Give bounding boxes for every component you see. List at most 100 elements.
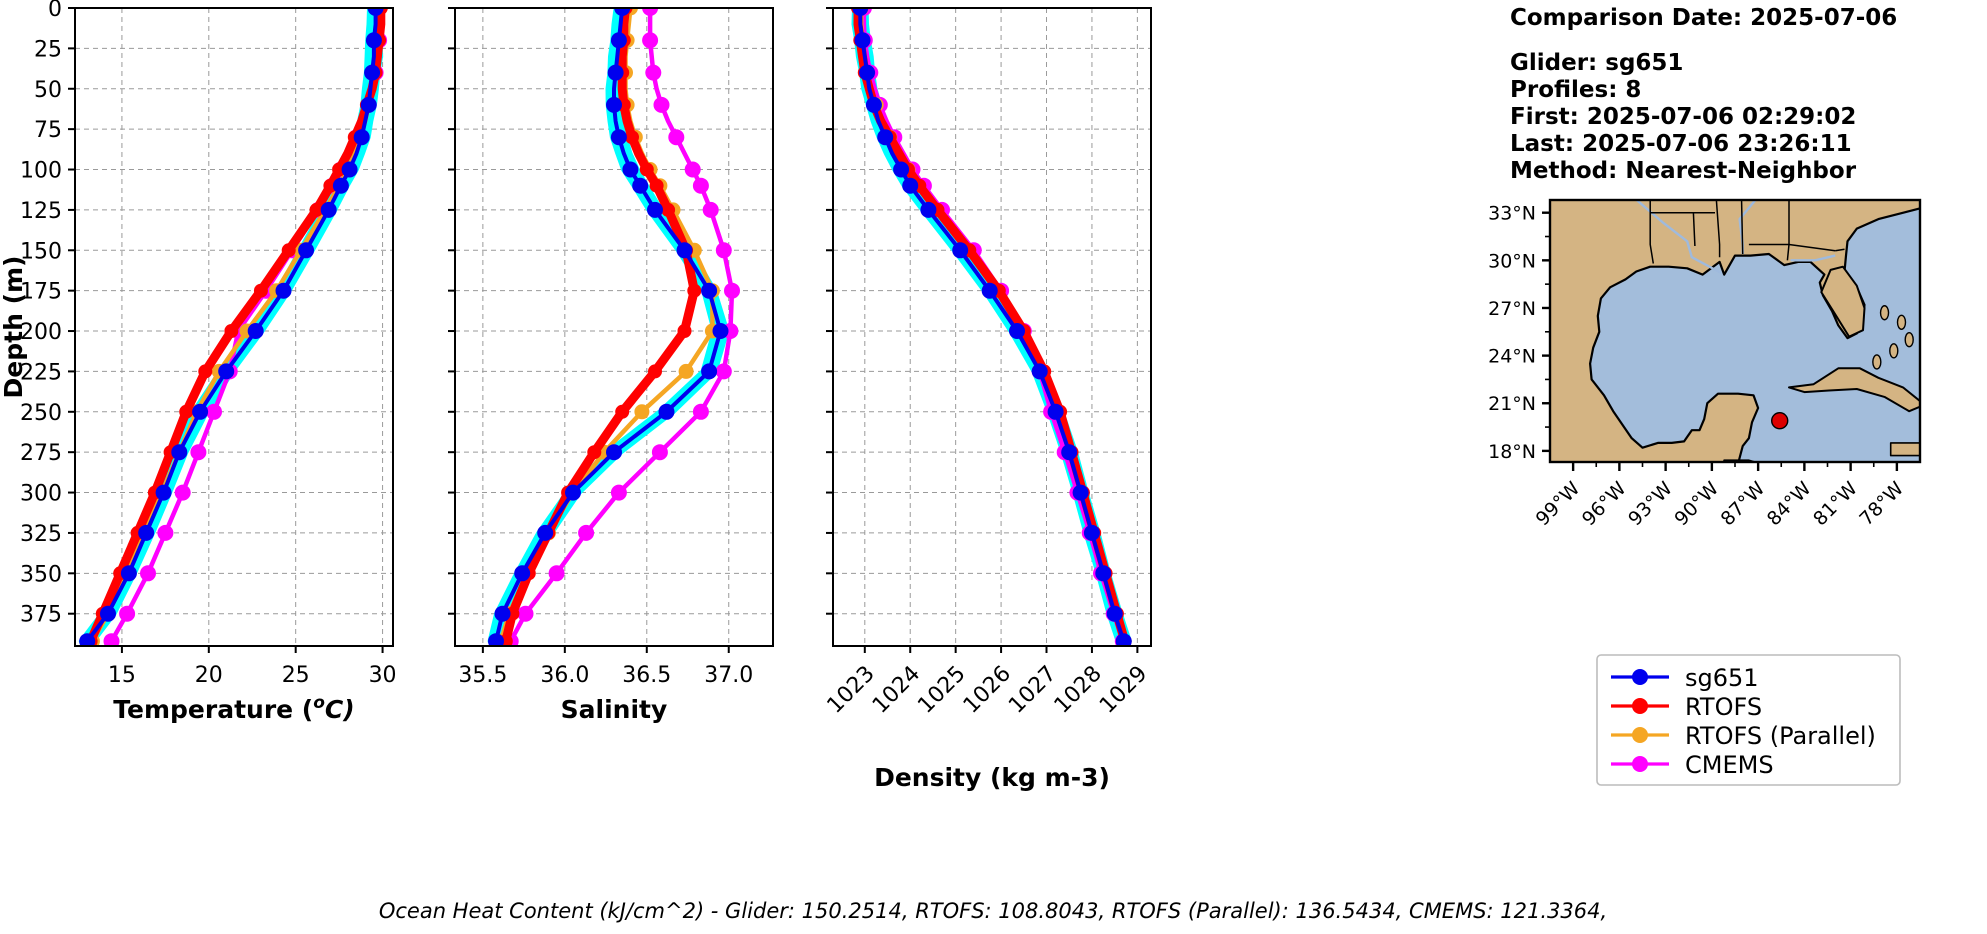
x-tick-label: 30 bbox=[369, 663, 397, 688]
x-axis-title: Salinity bbox=[561, 695, 668, 724]
map-island-bahamas-4 bbox=[1872, 354, 1882, 370]
data-point bbox=[353, 129, 370, 146]
glider-position-marker bbox=[1771, 412, 1789, 430]
map-island-bahamas-0 bbox=[1879, 305, 1890, 321]
x-tick-label: 36.0 bbox=[540, 663, 589, 688]
data-point bbox=[488, 633, 504, 646]
data-point bbox=[1083, 524, 1100, 541]
x-tick-label: 1029 bbox=[1095, 661, 1152, 718]
map-lon-label: 96°W bbox=[1578, 477, 1631, 530]
map-state-border-7 bbox=[1788, 243, 1836, 252]
data-point bbox=[610, 484, 627, 501]
x-tick-label: 1028 bbox=[1050, 661, 1107, 718]
legend-marker-swatch bbox=[1632, 727, 1648, 743]
info-line-first: First: 2025-07-06 02:29:02 bbox=[1510, 104, 1856, 130]
info-line-profiles: Profiles: 8 bbox=[1510, 77, 1641, 103]
data-point bbox=[622, 161, 639, 178]
glider-location-map: 33°N 30°N 27°N 24°N 21°N 18°N 99°W96°W93°W90°W… bbox=[1488, 198, 1922, 530]
series-markers-sg651 bbox=[852, 8, 1132, 646]
data-point bbox=[275, 282, 292, 299]
series-markers-sg651 bbox=[488, 8, 729, 646]
series-container bbox=[78, 8, 388, 646]
x-tick-label: 20 bbox=[195, 663, 223, 688]
map-island-bahamas-3 bbox=[1889, 343, 1899, 359]
profile-panel-temperature: 15 20 25 30 Temperature (oC) 0 25 50 75 100 125 150… bbox=[0, 0, 397, 724]
data-point bbox=[192, 403, 209, 420]
map-lon-label: 99°W bbox=[1532, 477, 1585, 530]
data-point bbox=[517, 605, 534, 622]
data-point bbox=[1009, 323, 1025, 339]
series-container bbox=[487, 8, 740, 646]
x-tick-label: 15 bbox=[108, 663, 136, 688]
y-tick-label: 125 bbox=[20, 199, 62, 224]
data-point bbox=[642, 8, 659, 16]
data-point bbox=[647, 201, 663, 218]
data-point bbox=[859, 64, 876, 81]
caption-text: Ocean Heat Content (kJ/cm^2) - Glider: 1… bbox=[379, 899, 1607, 923]
data-point bbox=[661, 202, 676, 217]
legend-item-rtofs-parallel[interactable]: RTOFS (Parallel) bbox=[1611, 722, 1876, 750]
data-point bbox=[364, 64, 381, 81]
x-tick-label: 35.5 bbox=[458, 663, 507, 688]
figure-caption: Ocean Heat Content (kJ/cm^2) - Glider: 1… bbox=[379, 899, 1607, 923]
map-island-bahamas-2 bbox=[1904, 332, 1914, 348]
legend-item-sg651[interactable]: sg651 bbox=[1611, 664, 1759, 692]
data-point bbox=[615, 404, 630, 419]
data-point bbox=[514, 565, 531, 582]
info-line-glider: Glider: sg651 bbox=[1510, 50, 1683, 76]
data-point bbox=[692, 403, 709, 420]
legend-item-cmems[interactable]: CMEMS bbox=[1611, 751, 1774, 779]
legend-item-rtofs[interactable]: RTOFS bbox=[1611, 693, 1762, 721]
data-point bbox=[119, 605, 136, 622]
data-point bbox=[702, 201, 719, 218]
legend-label: CMEMS bbox=[1685, 751, 1774, 779]
data-point bbox=[198, 364, 213, 379]
data-point bbox=[645, 64, 662, 81]
legend-marker-swatch bbox=[1632, 698, 1648, 714]
data-point bbox=[494, 605, 511, 622]
plot-frame bbox=[74, 7, 394, 647]
data-point bbox=[684, 161, 701, 178]
data-point bbox=[610, 129, 627, 146]
data-point bbox=[606, 96, 622, 113]
data-point bbox=[852, 8, 869, 16]
y-axis: 0 25 50 75 100 125 150 175 200 225 250 275 300 325 350… bbox=[20, 0, 75, 628]
data-point bbox=[247, 323, 264, 339]
x-tick-label: 37.0 bbox=[704, 663, 753, 688]
map-lat-label: 27°N bbox=[1488, 298, 1536, 320]
data-point bbox=[341, 161, 358, 178]
data-point bbox=[607, 64, 624, 81]
data-point bbox=[614, 8, 631, 16]
map-land-florida bbox=[1820, 265, 1866, 338]
map-lon-label: 93°W bbox=[1624, 477, 1677, 530]
data-point bbox=[1061, 444, 1078, 461]
map-content bbox=[1550, 200, 1920, 462]
y-tick-label: 175 bbox=[20, 280, 62, 305]
x-tick-label: 1023 bbox=[823, 661, 880, 718]
series-container bbox=[851, 8, 1132, 646]
data-point bbox=[298, 242, 315, 259]
y-tick-label: 100 bbox=[20, 159, 62, 184]
y-tick-label: 250 bbox=[20, 401, 62, 426]
data-point bbox=[701, 363, 718, 380]
data-point bbox=[140, 565, 156, 582]
map-lat-label: 24°N bbox=[1488, 346, 1536, 368]
data-point bbox=[281, 243, 296, 258]
data-point bbox=[1115, 633, 1132, 646]
map-lon-label: 78°W bbox=[1855, 477, 1908, 530]
celsius-unit: C) bbox=[325, 695, 355, 724]
y-tick-label: 50 bbox=[34, 78, 62, 103]
data-point bbox=[537, 524, 554, 541]
data-point bbox=[981, 282, 998, 299]
data-point bbox=[1095, 565, 1112, 582]
info-line-comparison-date: Comparison Date: 2025-07-06 bbox=[1510, 5, 1897, 31]
data-point bbox=[606, 444, 622, 461]
map-lon-label: 90°W bbox=[1670, 477, 1723, 530]
info-line-method: Method: Nearest-Neighbor bbox=[1510, 158, 1857, 184]
x-tick-label: 1026 bbox=[959, 661, 1016, 718]
data-point bbox=[651, 444, 668, 461]
